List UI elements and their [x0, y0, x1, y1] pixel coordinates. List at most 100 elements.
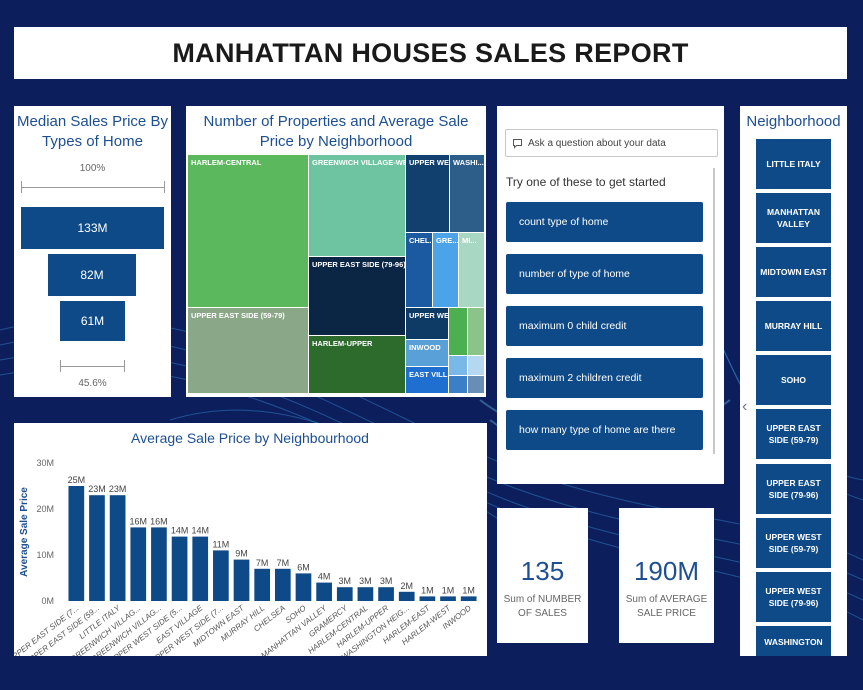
qa-input-placeholder: Ask a question about your data [528, 137, 666, 149]
chevron-left-icon[interactable]: ‹ [742, 398, 748, 415]
data-label: 7M [277, 558, 290, 568]
data-label: 1M [462, 585, 475, 595]
slicer-item[interactable]: MANHATTAN VALLEY [756, 193, 831, 243]
chart-bar[interactable] [378, 587, 394, 601]
chart-bar[interactable] [274, 568, 291, 601]
slicer-item[interactable]: SOHO [756, 355, 831, 405]
data-label: 16M [150, 516, 168, 526]
column-chart-panel: Average Sale Price by Neighbourhood Avera… [14, 423, 487, 656]
chart-bar[interactable] [295, 573, 312, 601]
data-label: 1M [442, 585, 455, 595]
y-tick-label: 0M [41, 596, 54, 606]
chart-bar[interactable] [192, 536, 209, 601]
chart-bar[interactable] [460, 596, 477, 601]
treemap-tile-greenwich-village-west[interactable]: GREENWICH VILLAGE-WEST [309, 155, 405, 256]
slicer-item[interactable]: UPPER WEST SIDE (59-79) [756, 518, 831, 568]
tile-label: INWOOD [409, 343, 441, 352]
funnel-top-percent: 100% [79, 163, 106, 174]
slicer-item[interactable]: UPPER EAST SIDE (59-79) [756, 409, 831, 459]
treemap-tile-small[interactable] [449, 376, 467, 393]
data-label: 9M [235, 549, 248, 559]
tile-label: WASHI... [453, 158, 484, 167]
slicer-title: Neighborhood [746, 113, 841, 130]
treemap-tile-small[interactable] [468, 356, 484, 375]
funnel-title: Median Sales Price By Types of Home [17, 113, 168, 150]
qa-suggestion-button[interactable]: maximum 0 child credit [506, 306, 703, 346]
treemap-tile-inwood[interactable]: INWOOD [406, 340, 448, 366]
chart-bar[interactable] [171, 536, 188, 601]
data-label: 25M [68, 475, 86, 485]
chart-bar[interactable] [357, 587, 374, 601]
chart-bar[interactable] [398, 591, 415, 601]
data-label: 2M [400, 581, 413, 591]
chart-bar[interactable] [68, 486, 85, 601]
treemap-tile-upper-west-side[interactable]: UPPER WE... [406, 155, 449, 232]
funnel-bar[interactable]: 61M [60, 301, 125, 341]
chart-title: Average Sale Price by Neighbourhood [131, 430, 369, 446]
treemap-tile-small[interactable] [449, 308, 467, 355]
tile-label: UPPER WE... [409, 158, 449, 167]
treemap-tile-upper-west-side-2[interactable]: UPPER WE... [406, 308, 448, 339]
chart-bar[interactable] [419, 596, 436, 601]
chart-bar[interactable] [109, 495, 126, 601]
slicer-item[interactable]: WASHINGTON [756, 626, 831, 656]
treemap-tile-small[interactable] [449, 356, 467, 375]
data-label: 11M [212, 539, 229, 549]
chart-bar[interactable] [316, 582, 332, 601]
slicer-item[interactable]: MIDTOWN EAST [756, 247, 831, 297]
tile-label: HARLEM-UPPER [312, 339, 373, 348]
treemap-tile-midtown[interactable]: MI... [459, 233, 484, 307]
treemap-tile-washington[interactable]: WASHI... [450, 155, 484, 232]
tile-label: MI... [462, 236, 477, 245]
chart-bar[interactable] [213, 550, 229, 601]
card-label: Sum of NUMBER OF SALES [503, 594, 582, 619]
treemap-tile-east-village[interactable]: EAST VILL... [406, 367, 448, 393]
data-label: 23M [109, 484, 127, 494]
data-label: 3M [359, 576, 372, 586]
data-label: 23M [88, 484, 106, 494]
tile-label: UPPER EAST SIDE (79-96) [312, 260, 405, 269]
treemap-tile-upper-east-side-59-79[interactable]: UPPER EAST SIDE (59-79) [188, 308, 308, 393]
treemap-tile-upper-east-side-79-96[interactable]: UPPER EAST SIDE (79-96) [309, 257, 405, 335]
card-label: Sum of AVERAGE SALE PRICE [625, 594, 708, 619]
funnel-bar[interactable]: 82M [48, 254, 136, 296]
treemap-tile-harlem-central[interactable]: HARLEM-CENTRAL [188, 155, 308, 307]
qa-suggestion-button[interactable]: number of type of home [506, 254, 703, 294]
chart-bar[interactable] [151, 527, 167, 601]
report-title: MANHATTAN HOUSES SALES REPORT [14, 27, 847, 79]
slicer-item[interactable]: UPPER EAST SIDE (79-96) [756, 464, 831, 514]
data-label: 3M [339, 576, 352, 586]
funnel-top-tick-right [164, 181, 165, 193]
slicer-item[interactable]: MURRAY HILL [756, 301, 831, 351]
treemap-tile-gramercy[interactable]: GRE... [433, 233, 458, 307]
funnel-top-tick-left [21, 181, 22, 193]
treemap-tile-small[interactable] [468, 308, 484, 355]
y-tick-label: 20M [36, 504, 54, 514]
tile-label: CHEL... [409, 236, 432, 245]
qa-scrollbar[interactable] [713, 168, 715, 454]
funnel-bar[interactable]: 133M [21, 207, 164, 249]
funnel-bottom-percent: 45.6% [78, 378, 107, 389]
chart-bar[interactable] [336, 587, 353, 601]
y-tick-label: 10M [36, 550, 54, 560]
qa-suggestion-button[interactable]: how many type of home are there [506, 410, 703, 450]
tile-label: GRE... [436, 236, 458, 245]
treemap-tile-chelsea[interactable]: CHEL... [406, 233, 432, 307]
qa-question-input[interactable]: Ask a question about your data [505, 129, 718, 157]
chart-bar[interactable] [130, 527, 147, 601]
chart-bar[interactable] [254, 568, 271, 601]
card-number-of-sales: 135 Sum of NUMBER OF SALES [497, 508, 588, 643]
column-chart: Average Sale Price by Neighbourhood Avera… [14, 430, 477, 656]
slicer-item[interactable]: UPPER WEST SIDE (79-96) [756, 572, 831, 622]
funnel-bottom-tick-right [124, 360, 125, 372]
qa-suggestion-button[interactable]: count type of home [506, 202, 703, 242]
chart-bar[interactable] [440, 596, 456, 601]
treemap-tile-harlem-upper[interactable]: HARLEM-UPPER [309, 336, 405, 393]
chart-bar[interactable] [233, 559, 250, 601]
treemap-tile-small[interactable] [468, 376, 484, 393]
y-tick-label: 30M [36, 458, 54, 468]
tile-label: EAST VILL... [409, 370, 448, 379]
qa-suggestion-button[interactable]: maximum 2 children credit [506, 358, 703, 398]
chart-bar[interactable] [89, 495, 105, 601]
slicer-item[interactable]: LITTLE ITALY [756, 139, 831, 189]
